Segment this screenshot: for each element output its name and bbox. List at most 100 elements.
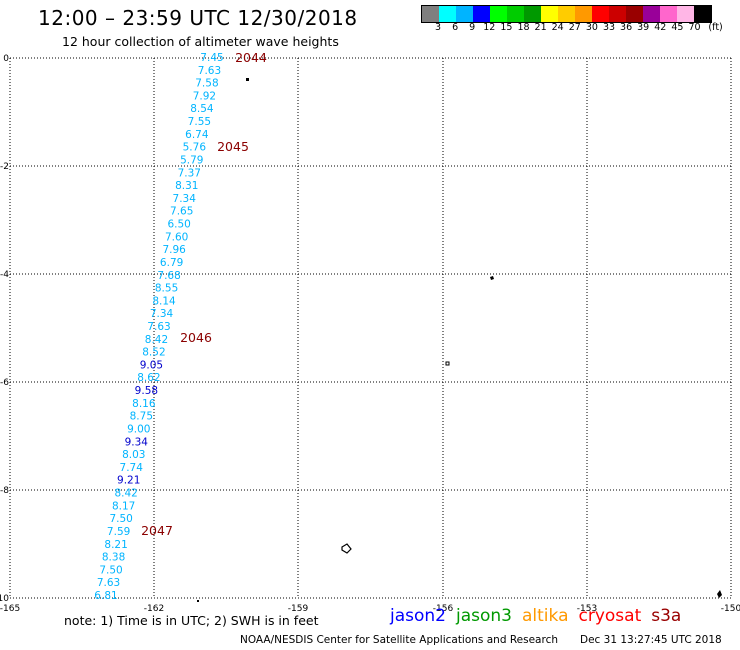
wave-height-reading: 8.14 [152, 295, 176, 307]
wave-height-reading: 7.60 [165, 231, 188, 243]
legend-swatch [541, 6, 558, 22]
lat-tick-label: 0 [3, 54, 9, 64]
track-time-label: 2047 [141, 523, 173, 538]
lat-tick-label: -6 [0, 378, 9, 388]
wave-height-reading: 8.21 [104, 539, 127, 551]
credit-text: NOAA/NESDIS Center for Satellite Applica… [240, 634, 558, 646]
wave-height-reading: 7.55 [188, 116, 211, 128]
satellite-name: s3a [651, 606, 682, 626]
legend-swatch [609, 6, 626, 22]
legend-label: 70 [688, 22, 701, 33]
track-time-label: 2044 [235, 50, 267, 65]
wave-height-reading: 7.74 [120, 462, 144, 474]
wave-height-reading: 8.38 [102, 552, 125, 564]
wave-height-reading: 7.37 [178, 167, 201, 179]
wave-height-reading: 7.92 [193, 90, 216, 102]
wave-height-reading: 8.55 [155, 283, 178, 295]
wave-height-reading: 7.63 [97, 577, 120, 589]
wave-height-reading: 6.81 [94, 590, 117, 602]
legend-label: 45 [671, 22, 684, 33]
wave-height-reading: 6.74 [185, 129, 209, 141]
legend-swatch [575, 6, 592, 22]
lat-tick-label: -10 [0, 594, 9, 604]
wave-height-reading: 8.42 [145, 334, 168, 346]
legend-label: (ft) [708, 22, 723, 33]
axis-tick-labels: 0 -2 -4 -6 -8 -10-165 -162 -159 -156 -153 -150 [0, 54, 740, 614]
wave-height-reading: 9.21 [117, 475, 140, 487]
legend-swatch [558, 6, 575, 22]
lon-tick-label: -153 [577, 604, 597, 614]
island-marker [490, 276, 494, 280]
legend-swatch [422, 6, 439, 22]
wave-height-reading: 8.52 [142, 347, 165, 359]
legend-swatch [660, 6, 677, 22]
wave-height-reading: 7.63 [198, 65, 221, 77]
wave-height-reading: 7.58 [195, 78, 218, 90]
lon-tick-label: -165 [0, 604, 20, 614]
island-marker [246, 78, 249, 81]
satellite-legend: jason2 jason3 altika cryosat s3a [390, 606, 691, 626]
lon-tick-label: -150 [721, 604, 740, 614]
wave-height-reading: 6.50 [167, 219, 190, 231]
legend-label: 42 [654, 22, 667, 33]
wave-height-reading: 8.31 [175, 180, 198, 192]
track-time-labels: 2044 2045 2046 2047 [141, 50, 267, 538]
legend-label: 21 [534, 22, 547, 33]
wave-height-reading: 7.50 [99, 564, 122, 576]
island-marker [445, 361, 450, 366]
legend-label: 30 [585, 22, 598, 33]
wave-height-reading: 5.79 [180, 154, 203, 166]
wave-height-reading: 7.50 [109, 513, 132, 525]
timestamp-text: Dec 31 13:27:45 UTC 2018 [580, 634, 722, 646]
island-marker [197, 600, 199, 602]
lon-tick-label: -156 [433, 604, 454, 614]
satellite-name: jason2 [390, 606, 446, 626]
satellite-name: cryosat [578, 606, 642, 626]
wave-height-reading: 7.34 [150, 308, 174, 320]
track-time-label: 2046 [180, 330, 212, 345]
legend-label: 27 [568, 22, 581, 33]
wave-height-reading: 8.16 [132, 398, 156, 410]
map-title: 12:00 – 23:59 UTC 12/30/2018 [38, 6, 358, 30]
color-scale-legend [421, 5, 712, 23]
units-note: note: 1) Time is in UTC; 2) SWH is in fe… [64, 613, 319, 628]
legend-label: 9 [469, 22, 476, 33]
wave-height-reading: 8.03 [122, 449, 145, 461]
legend-swatch [643, 6, 660, 22]
lon-tick-label: -162 [144, 604, 164, 614]
legend-swatch [592, 6, 609, 22]
wave-height-reading: 9.58 [135, 385, 158, 397]
lon-tick-label: -159 [288, 604, 309, 614]
legend-label: 33 [602, 22, 616, 33]
satellite-name: altika [522, 606, 569, 626]
lat-tick-label: -8 [0, 486, 9, 496]
lat-lon-grid [9, 57, 732, 599]
lat-tick-label: -2 [0, 162, 9, 172]
legend-swatch [439, 6, 456, 22]
island-marker [717, 590, 722, 598]
wave-height-reading: 5.76 [183, 142, 207, 154]
island-markers [197, 78, 722, 602]
wave-height-reading: 7.63 [147, 321, 170, 333]
legend-label: 15 [500, 22, 513, 33]
legend-swatch [490, 6, 507, 22]
legend-swatch [524, 6, 541, 22]
wave-height-reading: 7.59 [107, 526, 130, 538]
wave-height-reading: 6.79 [160, 257, 183, 269]
legend-label: 18 [517, 22, 530, 33]
wave-height-reading: 8.54 [190, 103, 214, 115]
legend-swatch [677, 6, 694, 22]
legend-label: 3 [434, 22, 442, 33]
island-marker [341, 543, 352, 554]
wave-height-reading: 8.42 [114, 488, 137, 500]
wave-height-reading: 7.34 [173, 193, 197, 205]
wave-height-reading: 7.45 [200, 52, 223, 64]
legend-swatch [456, 6, 473, 22]
wave-height-reading: 8.17 [112, 500, 135, 512]
map-subtitle: 12 hour collection of altimeter wave hei… [62, 34, 339, 49]
legend-swatch [473, 6, 490, 22]
wave-height-reading: 8.62 [137, 372, 160, 384]
satellite-name: jason3 [456, 606, 512, 626]
